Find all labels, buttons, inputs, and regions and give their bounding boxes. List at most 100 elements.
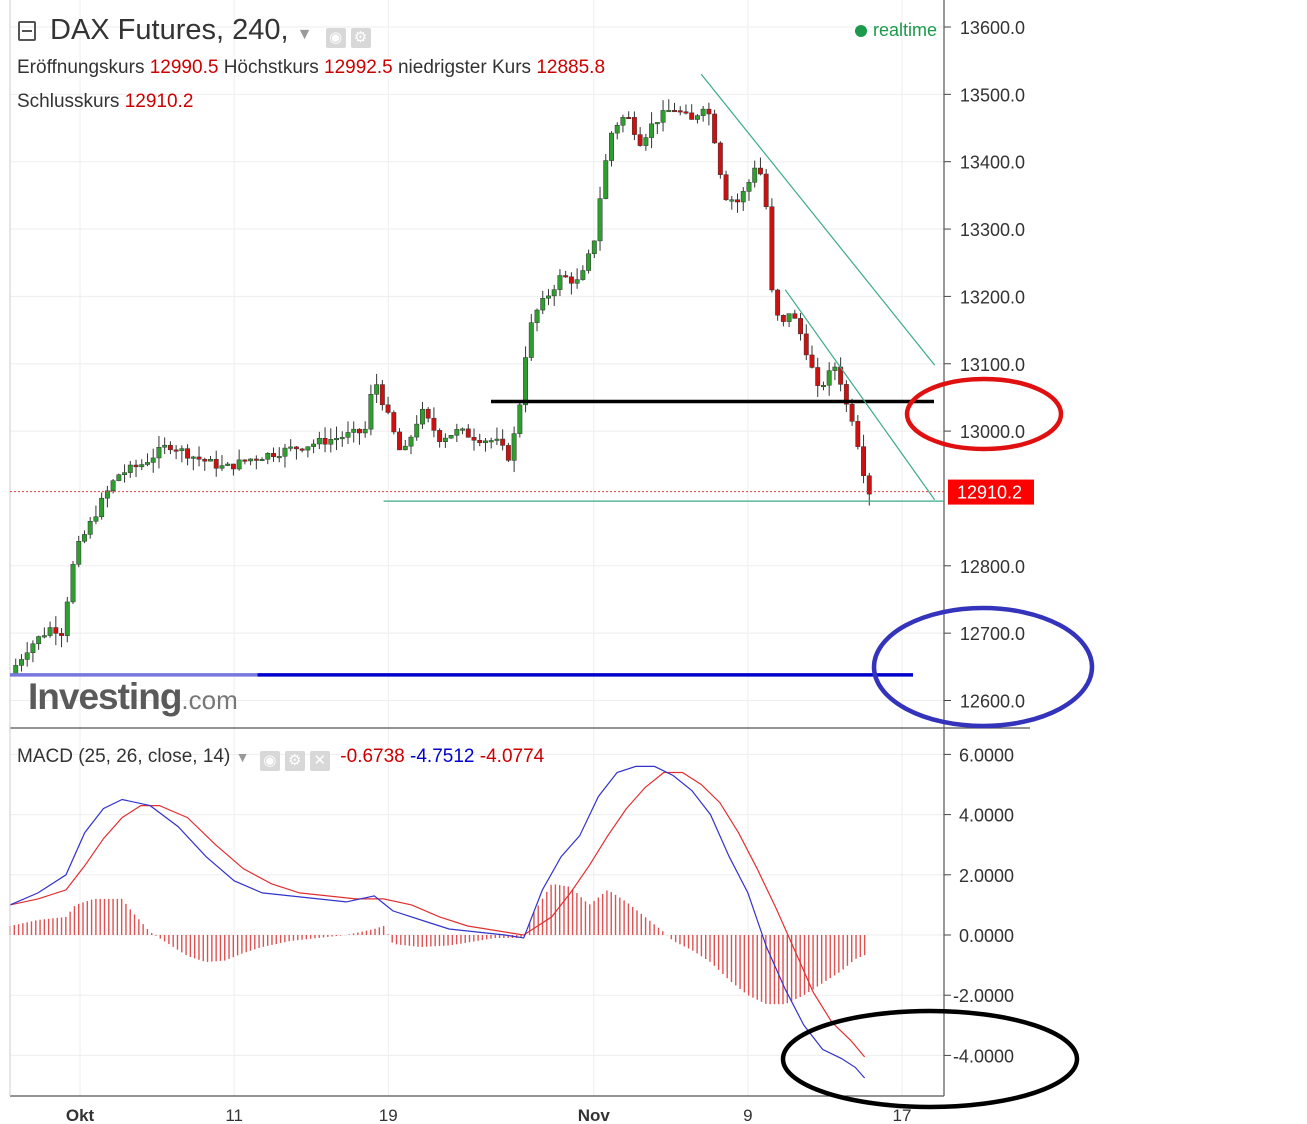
candle-body	[122, 472, 128, 475]
candle-body	[162, 444, 168, 448]
candle-body	[523, 357, 529, 406]
candle-body	[408, 436, 414, 447]
candle-body	[242, 459, 248, 462]
candle-body	[752, 167, 758, 183]
candle-body	[815, 367, 821, 386]
candle-body	[505, 445, 511, 461]
candle-body	[551, 289, 557, 297]
gear-icon[interactable]: ⚙	[350, 28, 371, 48]
candle-body	[145, 462, 150, 465]
candle-body	[328, 439, 334, 445]
current-price-label: 12910.2	[957, 483, 1022, 503]
macd-tick-label: -2.0000	[953, 986, 1014, 1006]
date-tick-label: Okt	[66, 1106, 95, 1124]
candle-body	[99, 497, 105, 518]
candle-body	[826, 370, 832, 386]
chevron-down-icon[interactable]: ▼	[235, 749, 250, 765]
candle-body	[597, 198, 603, 242]
candle-body	[442, 437, 448, 442]
candle-body	[494, 438, 500, 441]
candle-body	[637, 134, 643, 146]
candle-body	[420, 408, 425, 425]
candle-body	[448, 435, 454, 439]
candle-body	[712, 113, 718, 144]
candle-body	[127, 464, 133, 473]
gear-icon[interactable]: ⚙	[284, 751, 305, 771]
candle-body	[672, 110, 677, 113]
ohlc-line: Eröffnungskurs 12990.5 Höchstkurs 12992.…	[17, 57, 606, 78]
candle-body	[47, 627, 53, 636]
investing-logo: Investing.com	[28, 676, 238, 717]
candle-body	[202, 459, 208, 462]
macd-tick-label: 6.0000	[959, 745, 1014, 765]
candle-body	[717, 142, 723, 175]
eye-icon[interactable]: ◉	[259, 751, 280, 771]
candle-body	[546, 295, 551, 299]
price-tick-label: 13200.0	[960, 287, 1025, 307]
candle-body	[345, 432, 351, 438]
candle-body	[775, 289, 781, 316]
price-tick-label: 12600.0	[960, 692, 1025, 712]
eye-icon[interactable]: ◉	[325, 28, 346, 48]
candle-body	[150, 457, 156, 463]
candle-body	[763, 173, 769, 207]
candle-body	[36, 636, 42, 645]
candle-body	[110, 480, 116, 492]
candle-body	[620, 117, 626, 126]
candle-body	[196, 456, 202, 460]
chevron-down-icon[interactable]: ▼	[296, 26, 313, 43]
candle-body	[431, 417, 437, 431]
candle-body	[626, 117, 632, 120]
trend-line	[784, 289, 936, 501]
candle-body	[282, 447, 288, 457]
candle-body	[483, 440, 488, 444]
macd-line	[9, 765, 866, 1079]
candle-body	[173, 449, 179, 452]
candle-body	[374, 384, 380, 395]
candle-body	[362, 428, 368, 434]
price-tick-label: 13000.0	[960, 422, 1025, 442]
candle-body	[580, 270, 586, 280]
candle-body	[614, 124, 620, 134]
candle-body	[30, 643, 36, 653]
candle-body	[740, 191, 746, 203]
candle-body	[465, 428, 471, 438]
candle-body	[41, 635, 47, 638]
candle-body	[351, 428, 357, 433]
candle-body	[511, 433, 517, 461]
candle-body	[757, 167, 763, 175]
candle-body	[139, 464, 145, 468]
candle-body	[861, 446, 867, 476]
candle-body	[798, 318, 803, 335]
close-icon[interactable]: ✕	[309, 751, 330, 771]
candle-body	[70, 564, 76, 603]
date-tick-label: 17	[893, 1106, 912, 1124]
close-line: Schlusskurs 12910.2	[17, 91, 194, 112]
collapse-icon[interactable]	[18, 21, 36, 41]
candle-body	[735, 199, 740, 203]
candle-body	[477, 440, 483, 444]
macd-tick-label: 0.0000	[959, 926, 1014, 946]
candle-body	[849, 404, 855, 422]
candle-body	[24, 652, 30, 660]
red-circle-annotation	[904, 376, 1064, 452]
candle-body	[225, 463, 231, 466]
price-panel	[13, 99, 872, 675]
price-tick-label: 13300.0	[960, 220, 1025, 240]
candle-body	[540, 297, 546, 311]
date-tick-label: 11	[225, 1106, 243, 1124]
candle-body	[855, 421, 861, 447]
macd-header: MACD (25, 26, close, 14) ▼ ◉ ⚙ ✕ -0.6738 -…	[17, 746, 545, 771]
candle-body	[866, 475, 872, 495]
candle-body	[528, 322, 534, 358]
candle-body	[59, 633, 65, 636]
macd-tick-label: -4.0000	[953, 1046, 1014, 1066]
candle-body	[534, 309, 540, 323]
candle-body	[265, 453, 271, 460]
candle-body	[397, 431, 402, 451]
candle-body	[654, 122, 660, 125]
candle-body	[13, 665, 19, 674]
macd-tick-label: 4.0000	[959, 806, 1014, 826]
candle-body	[460, 428, 466, 431]
